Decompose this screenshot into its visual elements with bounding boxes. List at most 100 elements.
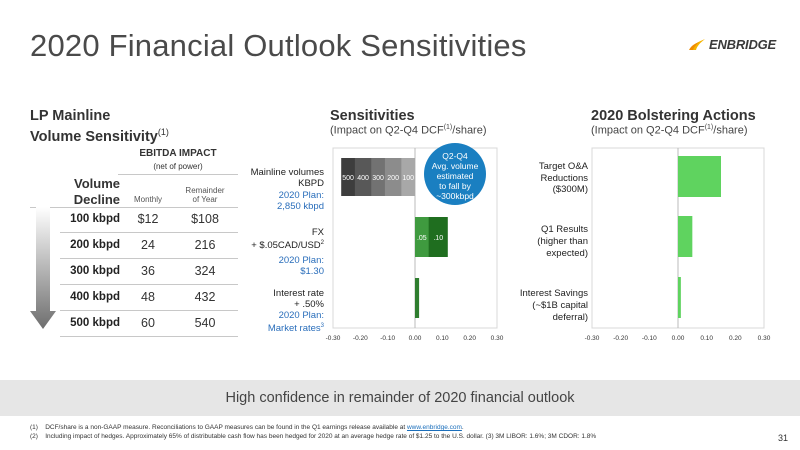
- bolstering-subtitle-sup: (1): [704, 124, 714, 131]
- bubble-line1: Q2-Q4: [442, 151, 468, 161]
- fx-label-sup: 2: [320, 240, 324, 246]
- mainline-plan-line2: 2,850 kbpd: [276, 201, 324, 212]
- fx-segment-label: .10: [433, 235, 443, 242]
- column-header-monthly: Monthly: [133, 195, 162, 204]
- bolstering-bar: [678, 156, 721, 197]
- bolstering-plot-area: [591, 147, 765, 329]
- row-volume: 100 kbpd: [70, 213, 120, 225]
- bolstering-subtitle-post: /share): [713, 124, 748, 137]
- enbridge-link[interactable]: www.enbridge.com: [406, 424, 462, 431]
- interest-rate-bar: [415, 278, 420, 318]
- lp-title-sup: (1): [157, 127, 169, 137]
- mainline-segment-label: 100: [402, 175, 414, 182]
- footnote-2-number: (2): [30, 433, 38, 440]
- mainline-label-line2: KBPD: [298, 178, 324, 189]
- fx-plan-line2: $1.30: [300, 266, 324, 278]
- enbridge-logo: ENBRIDGE: [688, 36, 776, 52]
- mainline-segment-label: 200: [387, 175, 399, 182]
- row-divider: [60, 258, 238, 259]
- sensitivities-title: Sensitivities: [330, 108, 415, 124]
- row-divider: [60, 310, 238, 311]
- q1-results-label-line3: expected): [546, 248, 588, 259]
- bolstering-tick-label: 0.30: [758, 335, 771, 342]
- sensitivities-tick-label: -0.30: [326, 335, 341, 342]
- mainline-segment-label: 300: [372, 175, 384, 182]
- mainline-plan-line1: 2020 Plan:: [278, 190, 324, 201]
- mainline-bar-100: [401, 158, 415, 196]
- q1-results-label: Q1 Results (higher than expected): [490, 224, 588, 260]
- bolstering-title: 2020 Bolstering Actions: [591, 108, 756, 124]
- row-monthly: 24: [141, 238, 155, 252]
- page-number: 31: [777, 433, 788, 443]
- volume-decline-header: Volume Decline: [62, 176, 120, 208]
- sensitivities-subtitle-post: /share): [452, 124, 487, 137]
- bubble-line2: Avg. volume: [431, 161, 479, 171]
- sensitivities-tick-label: -0.10: [380, 335, 395, 342]
- q1-results-label-line1: Q1 Results: [541, 224, 588, 235]
- target-oa-label-line1: Target O&A: [538, 161, 588, 172]
- fx-bar-outer: [415, 217, 448, 257]
- interest-rate-plan-sup: 3: [320, 323, 324, 329]
- bolstering-tick-label: 0.00: [672, 335, 685, 342]
- row-remainder: 324: [194, 264, 216, 278]
- sensitivities-tick-label: 0.20: [463, 335, 476, 342]
- row-divider: [60, 336, 238, 337]
- sensitivities-tick-label: 0.10: [436, 335, 449, 342]
- row-monthly: 48: [141, 290, 155, 304]
- volume-estimate-bubble: Q2-Q4 Avg. volume estimated to fall by ~…: [424, 143, 486, 205]
- column-header-remainder: Remainder of Year: [176, 186, 234, 204]
- bolstering-tick-label: -0.20: [613, 335, 628, 342]
- fx-label-line1: FX: [311, 227, 324, 238]
- row-volume: 400 kbpd: [70, 291, 120, 303]
- row-volume: 200 kbpd: [70, 239, 120, 251]
- ebitda-impact-subheader: (net of power): [153, 162, 203, 171]
- column-header-remainder-line1: Remainder: [185, 186, 225, 195]
- fx-plan-line1: 2020 Plan:: [278, 255, 324, 267]
- row-divider: [60, 232, 238, 233]
- bolstering-bar: [678, 216, 693, 257]
- row-monthly: $12: [137, 212, 159, 226]
- interest-rate-label-line2: + .50%: [294, 299, 324, 310]
- row-monthly: 36: [141, 264, 155, 278]
- volume-decline-line1: Volume: [74, 176, 120, 191]
- lp-section-title: LP Mainline Volume Sensitivity(1): [30, 108, 169, 145]
- bolstering-tick-label: 0.20: [729, 335, 742, 342]
- bubble-line5: ~300kbpd: [436, 191, 474, 201]
- bubble-line3: estimated: [436, 171, 474, 181]
- row-remainder: 432: [194, 290, 216, 304]
- page-title: 2020 Financial Outlook Sensitivities: [30, 28, 527, 63]
- bolstering-bar: [678, 277, 681, 318]
- row-volume: 300 kbpd: [70, 265, 120, 277]
- sensitivities-tick-label: -0.20: [353, 335, 368, 342]
- bolstering-tick-label: -0.30: [585, 335, 600, 342]
- mainline-segment-label: 400: [357, 175, 369, 182]
- confidence-banner: High confidence in remainder of 2020 fin…: [0, 380, 800, 416]
- table-divider-top: [118, 174, 238, 175]
- fx-bar-inner: [415, 217, 429, 257]
- row-remainder: 540: [194, 316, 216, 330]
- bolstering-subtitle-pre: (Impact on Q2-Q4 DCF: [591, 124, 705, 137]
- table-divider-header: [30, 207, 238, 208]
- fx-label: FX + $.05CAD/USD2 2020 Plan: $1.30: [230, 227, 324, 277]
- target-oa-label-line2: Reductions: [540, 172, 588, 184]
- enbridge-flame-icon: [689, 39, 705, 50]
- footnote-1-text: DCF/share is a non-GAAP measure. Reconci…: [45, 424, 407, 431]
- lp-title-line2: Volume Sensitivity: [30, 128, 158, 145]
- q1-results-label-line2: (higher than: [537, 236, 588, 247]
- bubble-line4: to fall by: [439, 181, 471, 191]
- fx-label-line2: + $.05CAD/USD: [251, 240, 321, 252]
- interest-rate-plan-line2: Market rates: [267, 323, 321, 335]
- sensitivities-subtitle-pre: (Impact on Q2-Q4 DCF: [330, 124, 444, 137]
- lp-title-line1: LP Mainline: [30, 108, 111, 124]
- interest-rate-plan-line1: 2020 Plan:: [278, 310, 324, 321]
- bolstering-tick-label: 0.10: [700, 335, 713, 342]
- bolstering-subtitle: (Impact on Q2-Q4 DCF(1)/share): [591, 124, 748, 137]
- row-divider: [60, 284, 238, 285]
- bolstering-tick-label: -0.10: [642, 335, 657, 342]
- interest-savings-label: Interest Savings (~$1B capital deferral): [490, 288, 588, 324]
- mainline-label-line1: Mainline volumes: [250, 167, 324, 178]
- mainline-bar-300: [371, 158, 415, 196]
- sensitivities-subtitle-sup: (1): [443, 124, 453, 131]
- ebitda-impact-header: EBITDA IMPACT: [139, 148, 217, 159]
- fx-segment-label: .05: [417, 235, 427, 242]
